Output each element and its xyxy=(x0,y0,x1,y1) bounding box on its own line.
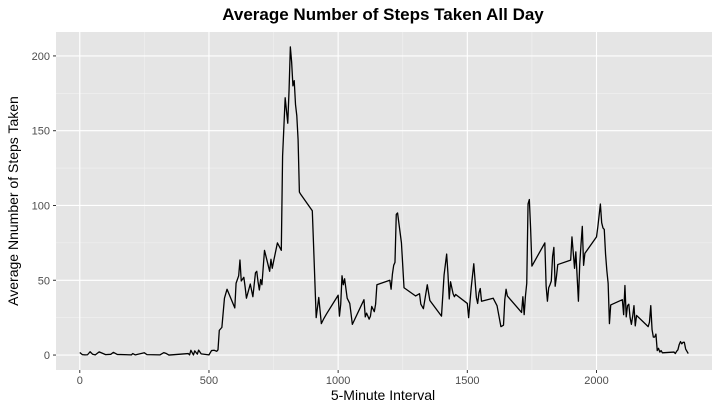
y-tick-label: 200 xyxy=(32,51,50,63)
y-tick-label: 50 xyxy=(38,275,50,287)
y-axis-title: Average Nnumber of Steps Taken xyxy=(5,96,21,306)
x-axis-title: 5-Minute Interval xyxy=(331,387,435,403)
minor-gridlines xyxy=(56,32,712,370)
x-tick-label: 500 xyxy=(200,375,218,387)
y-tick-label: 100 xyxy=(32,200,50,212)
y-tick-label: 150 xyxy=(32,126,50,138)
y-tick-label: 0 xyxy=(44,350,50,362)
x-tick-label: 2000 xyxy=(584,375,608,387)
y-axis: 0 50 100 150 200 xyxy=(32,51,56,362)
chart-title: Average Number of Steps Taken All Day xyxy=(222,5,544,24)
x-tick-label: 1000 xyxy=(326,375,350,387)
plot-panel xyxy=(56,32,712,370)
x-axis: 0 500 1000 1500 2000 xyxy=(77,370,609,387)
x-tick-label: 1500 xyxy=(455,375,479,387)
series-layer xyxy=(79,46,689,356)
series-line xyxy=(79,46,689,356)
x-tick-label: 0 xyxy=(77,375,83,387)
major-gridlines xyxy=(56,32,712,370)
